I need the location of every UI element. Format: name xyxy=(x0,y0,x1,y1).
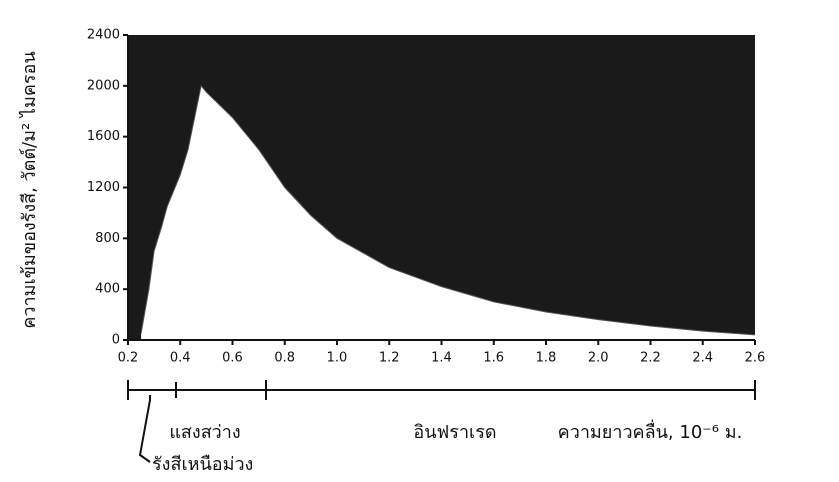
x-tick-label: 0.6 xyxy=(222,351,243,366)
x-tick-label: 1.6 xyxy=(483,351,504,366)
y-tick-label: 800 xyxy=(95,231,120,246)
y-tick-label: 1600 xyxy=(87,129,120,144)
x-tick-label: 1.2 xyxy=(379,351,400,366)
range-bracket xyxy=(128,380,755,462)
visible-label: แสงสว่าง xyxy=(169,422,240,443)
wavelength-label: ความยาวคลื่น, 10⁻⁶ ม. xyxy=(558,419,743,443)
x-tick-label: 2.2 xyxy=(640,351,661,366)
x-tick-label: 0.2 xyxy=(118,351,139,366)
chart: ความเข้มของรังสี, วัตต์/ม² ไมครอน แสงสว่… xyxy=(0,0,839,482)
x-tick-label: 1.8 xyxy=(536,351,557,366)
page: ความเข้มของรังสี, วัตต์/ม² ไมครอน แสงสว่… xyxy=(0,0,839,482)
y-tick-label: 400 xyxy=(95,282,120,297)
y-tick-label: 1200 xyxy=(87,180,120,195)
x-tick-label: 2.6 xyxy=(745,351,766,366)
x-tick-label: 0.8 xyxy=(274,351,295,366)
x-tick-label: 2.4 xyxy=(692,351,713,366)
y-tick-label: 2400 xyxy=(87,28,120,43)
infrared-label: อินฟราเรด xyxy=(413,422,496,443)
y-tick-label: 2000 xyxy=(87,78,120,93)
y-axis-label: ความเข้มของรังสี, วัตต์/ม² ไมครอน xyxy=(18,51,40,328)
x-tick-label: 1.0 xyxy=(327,351,348,366)
x-tick-label: 1.4 xyxy=(431,351,452,366)
x-tick-label: 2.0 xyxy=(588,351,609,366)
x-tick-label: 0.4 xyxy=(170,351,191,366)
y-tick-label: 0 xyxy=(112,333,120,348)
ultraviolet-label: รังสีเหนือม่วง xyxy=(152,454,253,475)
